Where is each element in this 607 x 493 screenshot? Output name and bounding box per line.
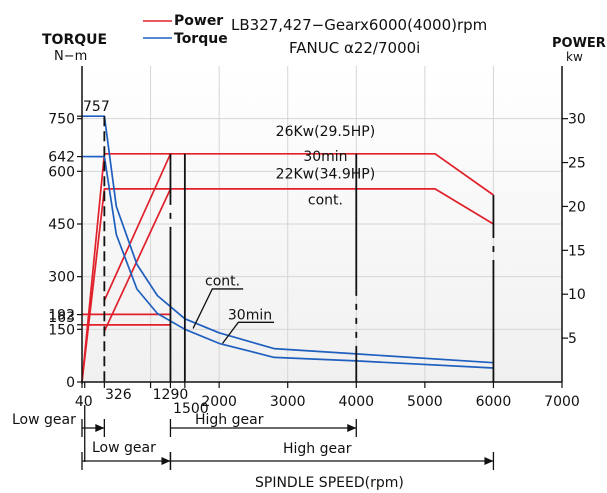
x-tick-label: 5000 [407, 394, 443, 410]
series-power-curve-1 [81, 188, 494, 383]
guide-lines [103, 116, 495, 382]
x-axis-label: SPINDLE SPEED(rpm) [255, 475, 404, 491]
x-mark-label: 326 [105, 387, 132, 403]
chart-subtitle: FANUC α22/7000i [289, 39, 420, 57]
gear-row2-arrow-1 [484, 457, 494, 465]
x-tick-label: 4000 [338, 394, 374, 410]
callout-leader-30min [222, 321, 274, 344]
annotation-label: cont. [205, 273, 240, 289]
gear-row1-arrow-1 [347, 424, 357, 432]
left-axis-label: TORQUE [42, 32, 107, 48]
left-tick-label: 450 [48, 217, 75, 233]
legend: Power Torque [143, 13, 228, 47]
gear-label: High gear [283, 441, 352, 457]
left-mark-label: 757 [83, 99, 110, 115]
x-mark-label: 1500 [173, 401, 209, 417]
left-tick-label: 0 [66, 375, 75, 391]
annotation-label: 22Kw(34.9HP) [276, 166, 376, 182]
annotation-label: cont. [308, 193, 343, 209]
right-tick-label: 15 [568, 243, 586, 259]
left-mark-label: 192 [48, 308, 75, 324]
gear-row2-arrow-0 [161, 457, 171, 465]
right-tick-label: 25 [568, 156, 586, 172]
left-mark-label: 163 [48, 310, 75, 326]
right-tick-label: 10 [568, 287, 586, 303]
x-tick-label: 3000 [270, 394, 306, 410]
right-axis-label: POWER [552, 36, 606, 51]
left-mark-label: 642 [48, 150, 75, 166]
legend-label-torque: Torque [174, 31, 228, 47]
x-mark-label: 40 [75, 394, 93, 410]
x-mark-label: 1290 [153, 387, 189, 403]
x-tick-label: 2000 [201, 394, 237, 410]
gear-label: High gear [195, 412, 264, 428]
annotation-label: 30min [228, 308, 272, 324]
left-tick-label: 600 [48, 164, 75, 180]
axes [77, 66, 568, 388]
gear-ranges: Low gear High gear Low gear High gear [12, 405, 495, 470]
left-axis-unit: N−m [54, 49, 87, 64]
annotation-label: 26Kw(29.5HP) [276, 124, 376, 140]
left-tick-label: 150 [48, 322, 75, 338]
right-tick-label: 5 [568, 331, 577, 347]
callout-leader-cont [192, 288, 244, 329]
left-tick-label: 750 [48, 112, 75, 128]
annotation-label: 30min [303, 149, 347, 165]
series-power-curve-0 [81, 152, 494, 383]
gear-label: Low gear [12, 412, 76, 428]
series-power-curve-2 [103, 153, 172, 301]
annotations: 26Kw(29.5HP)30min22Kw(34.9HP)cont.cont.3… [192, 124, 376, 344]
right-tick-label: 20 [568, 199, 586, 215]
series-power-curve-3 [103, 188, 172, 332]
x-tick-label: 6000 [476, 394, 512, 410]
legend-label-power: Power [174, 13, 223, 29]
right-axis-unit: kw [566, 50, 583, 64]
right-tick-label: 30 [568, 112, 586, 128]
left-tick-label: 300 [48, 270, 75, 286]
x-tick-label: 7000 [544, 394, 580, 410]
gear-label: Low gear [92, 440, 156, 456]
gear-row1-arrow-0 [95, 424, 105, 432]
chart-title: LB327,427−Gearx6000(4000)rpm [231, 16, 487, 34]
